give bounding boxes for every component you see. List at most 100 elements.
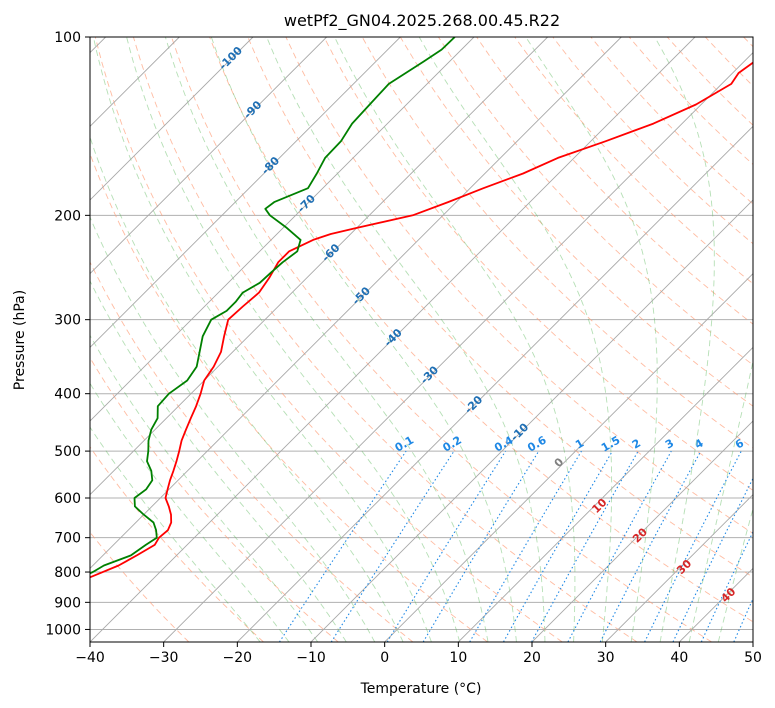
mixing-ratio-line [531,450,639,642]
isotherm-0 [384,273,753,642]
mixing-ratio-line [386,450,507,642]
plot-frame [89,36,754,643]
mixing-ratio-label: 1 [573,437,586,452]
dry-adiabat [90,356,339,642]
x-tick-label: −40 [75,650,105,666]
dry-adiabat [247,37,753,578]
moist-adiabat [525,37,658,642]
dry-adiabat [90,446,264,642]
isotherm-10 [458,346,753,642]
dry-adiabat [90,531,190,642]
moist-adiabat [688,359,753,642]
isotherm-20 [531,420,753,642]
isotherm--10 [310,199,753,642]
y-tick-label: 500 [54,444,81,460]
mixing-ratio-line [644,450,742,642]
mixing-ratio-label: 6 [733,436,746,451]
isotherm--20 [237,125,753,642]
x-tick-label: −20 [223,650,253,666]
isotherm--50 [90,37,622,569]
mixing-ratio-line [567,450,672,642]
y-axis-label: Pressure (hPa) [12,290,28,390]
plot-area: 0.10.20.40.611.52346810131620253036-100-… [90,37,775,642]
moist-adiabat [334,37,576,642]
x-tick-label: 40 [670,650,688,666]
moist-adiabat [90,426,261,642]
mixing-ratio-line [278,450,407,642]
mixing-ratio-label: 8 [759,437,772,452]
series-temperature [90,61,753,579]
mixing-ratio-line [503,450,613,642]
moist-adiabat [90,135,404,642]
moist-adiabat [654,37,715,642]
y-tick-label: 900 [54,595,81,611]
y-tick-label: 100 [54,30,81,46]
isotherm--40 [90,37,696,642]
y-tick-label: 400 [54,387,81,403]
mixing-ratio-line [330,450,455,642]
mixing-ratio-line [422,450,540,642]
skewed-isotherms [90,37,753,642]
moist-adiabat [90,216,376,642]
isotherm-label: -100 [216,44,245,73]
mixing-ratio-line [758,451,775,642]
y-tick-label: 600 [54,491,81,507]
y-tick-label: 1000 [45,622,81,638]
dry-adiabats [90,37,753,642]
dry-adiabat [666,37,753,126]
dry-adiabat [743,37,753,48]
isotherm-label: -20 [462,393,485,416]
isotherm-label: -60 [319,241,342,264]
mixing-ratio-lines [278,450,775,642]
adiabat-label: 30 [674,557,694,577]
dry-adiabat [132,37,638,642]
x-axis-ticks: −40 −30 −20 −10 0 10 20 30 40 50 [75,642,762,666]
isobar-grid [90,37,753,630]
dry-adiabat [90,152,488,642]
isotherm--100 [90,37,254,201]
y-axis-ticks: 1000 900 800 700 600 500 400 300 200 100 [45,30,90,638]
dry-adiabat [94,37,563,642]
mixing-ratio-line [672,477,753,642]
isotherm--30 [163,52,753,642]
isotherm--70 [90,37,475,422]
moist-adiabat [126,37,461,642]
isotherm-30 [605,494,753,642]
y-tick-label: 800 [54,565,81,581]
moist-adiabat [90,334,319,642]
dry-adiabat [514,37,753,285]
x-tick-label: 20 [523,650,541,666]
mixing-ratio-label: 3 [663,437,676,452]
series-dewpoint [90,37,456,575]
chart-title: wetPf2_GN04.2025.268.00.45.R22 [284,11,560,31]
isotherm-50 [752,641,753,642]
dry-adiabat [476,37,753,325]
x-tick-label: 30 [597,650,615,666]
isotherm--60 [90,37,548,496]
mixing-ratio-label: 2 [630,437,643,452]
x-tick-label: 10 [449,650,467,666]
x-tick-label: −10 [296,650,326,666]
moist-adiabats [90,37,753,642]
dry-adiabat [438,37,753,366]
mixing-ratio-line [700,530,753,642]
isotherm--90 [90,37,327,275]
moist-adiabat [266,37,546,642]
isotherm-label: -80 [259,154,282,177]
isotherm-label: -30 [418,363,441,386]
moist-adiabat [418,37,613,642]
dry-adiabat [90,261,414,642]
x-tick-label: 50 [744,650,762,666]
dry-adiabat [209,37,753,623]
moist-adiabat [717,506,753,642]
moist-adiabat [210,37,517,642]
dry-adiabat [704,37,753,87]
moist-adiabat [92,37,432,642]
mixing-ratio-line [469,450,582,642]
x-axis-label: Temperature (°C) [360,681,482,697]
isotherm-label: -70 [295,192,318,215]
x-tick-label: 0 [380,650,389,666]
mixing-ratio-line [599,450,702,642]
x-tick-label: −30 [149,650,179,666]
